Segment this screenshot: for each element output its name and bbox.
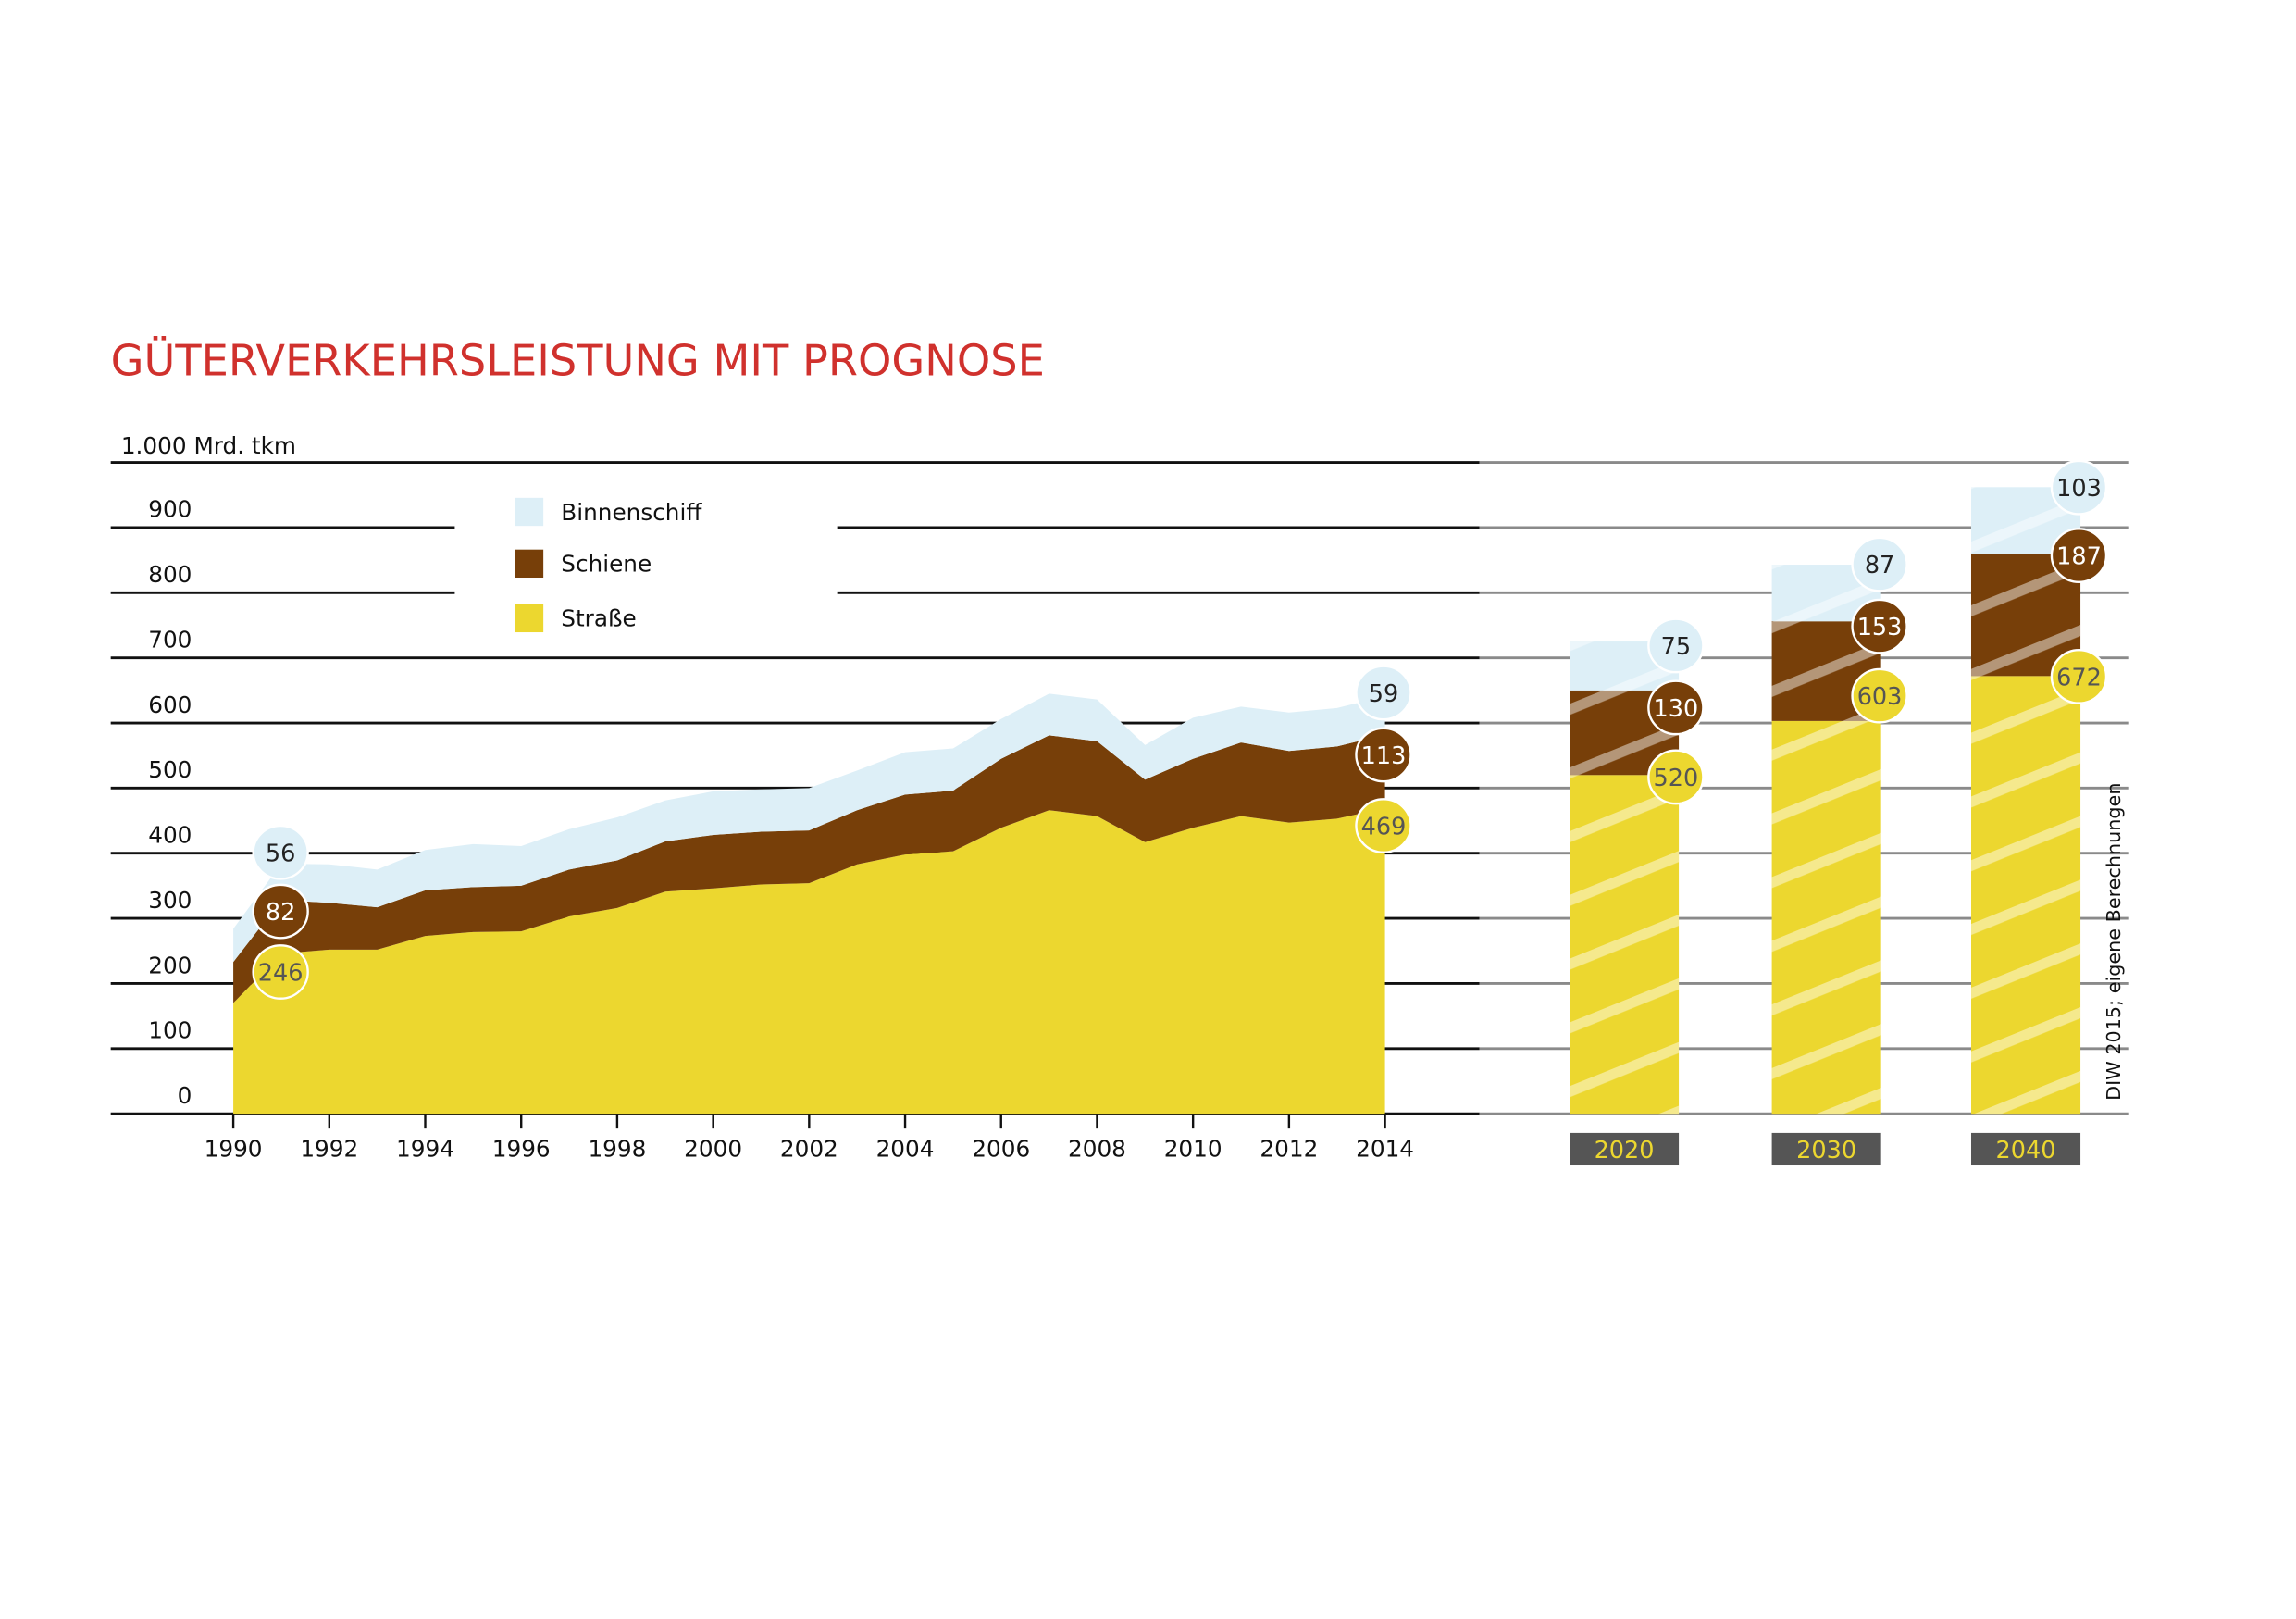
x-tick-label: 2000 bbox=[684, 1135, 742, 1162]
x-tick-label: 2002 bbox=[780, 1135, 838, 1162]
x-tick-label: 1992 bbox=[300, 1135, 358, 1162]
value-badge bbox=[1647, 617, 1705, 674]
chart-title: GÜTERVERKEHRSLEISTUNG MIT PROGNOSE bbox=[111, 335, 1045, 385]
value-badge-label: 520 bbox=[1654, 765, 1699, 792]
y-tick-label: 300 bbox=[148, 887, 192, 914]
y-tick-label: 0 bbox=[178, 1082, 192, 1109]
area-schiene bbox=[233, 734, 1385, 1003]
legend-label: Straße bbox=[561, 605, 636, 632]
value-badge-label: 103 bbox=[2056, 475, 2102, 503]
value-badge bbox=[2050, 648, 2108, 704]
legend-swatch bbox=[515, 604, 544, 633]
source-note: DIW 2015; eigene Berechnungen bbox=[2103, 783, 2125, 1101]
year-box-label: 2040 bbox=[1996, 1137, 2056, 1164]
value-badge-label: 130 bbox=[1654, 695, 1699, 723]
year-box bbox=[1771, 1132, 1881, 1166]
value-badge-label: 75 bbox=[1661, 633, 1691, 661]
value-badge bbox=[1647, 679, 1705, 736]
value-badge bbox=[1851, 598, 1908, 654]
forecast-bars: 2020 2030 2040 bbox=[1570, 487, 2081, 1166]
value-badge bbox=[1851, 667, 1908, 724]
value-labels: 56 82 246 59 113 469 520 603 672 130 153 187 75 87 103 bbox=[252, 459, 2108, 1000]
y-tick-label: 800 bbox=[148, 561, 192, 588]
x-tick-label: 1990 bbox=[205, 1135, 263, 1162]
y-tick-label: 200 bbox=[148, 952, 192, 978]
x-tick-label: 2010 bbox=[1164, 1135, 1222, 1162]
value-badge bbox=[1355, 798, 1412, 853]
value-badge-label: 56 bbox=[266, 840, 295, 867]
area-strasse bbox=[233, 808, 1385, 1115]
legend-label: Binnenschiff bbox=[561, 499, 702, 526]
bar-stripes bbox=[1570, 775, 1680, 1115]
x-tick-label: 2012 bbox=[1260, 1135, 1318, 1162]
value-badge-label: 113 bbox=[1361, 742, 1407, 770]
x-tick-label: 1994 bbox=[396, 1135, 454, 1162]
y-tick-label: 500 bbox=[148, 756, 192, 783]
value-badge bbox=[1355, 665, 1412, 721]
area-series bbox=[233, 693, 1385, 1115]
x-tick-label: 2004 bbox=[876, 1135, 935, 1162]
value-badge bbox=[252, 883, 309, 940]
x-axis: 1990 1992 1994 1996 1998 2000 2002 2004 2006 2008… bbox=[205, 1114, 1414, 1162]
value-badge bbox=[2050, 459, 2108, 516]
value-badge bbox=[1851, 536, 1908, 592]
value-badge-label: 187 bbox=[2056, 543, 2102, 571]
value-badge-label: 672 bbox=[2056, 664, 2102, 691]
value-badge-label: 59 bbox=[1369, 680, 1398, 708]
value-badge bbox=[2050, 528, 2108, 583]
value-badge bbox=[252, 824, 309, 880]
x-tick-label: 2014 bbox=[1356, 1135, 1414, 1162]
legend-label: Schiene bbox=[561, 551, 652, 578]
area-binnenschiff bbox=[233, 693, 1385, 963]
value-badge-label: 153 bbox=[1857, 614, 1903, 641]
value-badge-label: 82 bbox=[266, 899, 295, 927]
year-box-label: 2030 bbox=[1796, 1137, 1856, 1164]
value-badge bbox=[1355, 727, 1412, 783]
legend-swatch bbox=[515, 497, 544, 527]
year-box-label: 2020 bbox=[1595, 1137, 1655, 1164]
year-box bbox=[1970, 1132, 2081, 1166]
y-tick-label: 100 bbox=[148, 1017, 192, 1044]
x-tick-label: 2008 bbox=[1068, 1135, 1126, 1162]
legend: Binnenschiff Schiene Straße bbox=[515, 497, 702, 633]
y-tick-label: 600 bbox=[148, 691, 192, 718]
y-tick-label: 400 bbox=[148, 822, 192, 849]
legend-swatch bbox=[515, 549, 544, 579]
y-tick-label: 700 bbox=[148, 626, 192, 653]
value-badge-label: 87 bbox=[1865, 552, 1894, 579]
value-badge-label: 603 bbox=[1857, 683, 1903, 711]
value-badge-label: 469 bbox=[1361, 814, 1407, 841]
y-axis-label: 1.000 Mrd. tkm bbox=[121, 432, 296, 459]
value-badge bbox=[1647, 749, 1705, 805]
value-badge bbox=[252, 944, 309, 1000]
bar-stripes bbox=[1771, 720, 1881, 1115]
year-box bbox=[1570, 1132, 1680, 1166]
x-tick-label: 1996 bbox=[492, 1135, 551, 1162]
value-badge-label: 246 bbox=[258, 960, 304, 988]
bar-stripes bbox=[1970, 676, 2081, 1115]
y-tick-label: 900 bbox=[148, 496, 192, 523]
x-tick-label: 1998 bbox=[588, 1135, 646, 1162]
x-tick-label: 2006 bbox=[972, 1135, 1030, 1162]
